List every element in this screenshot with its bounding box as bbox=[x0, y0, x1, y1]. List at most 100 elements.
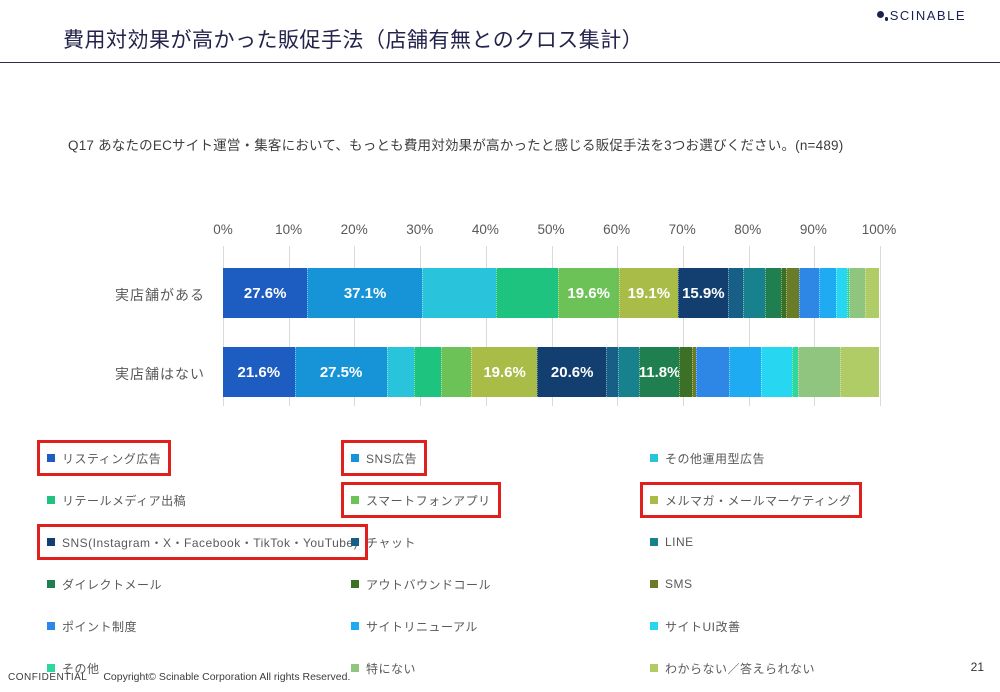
legend-swatch bbox=[351, 664, 359, 672]
bar-segment-label: 19.1% bbox=[627, 284, 671, 302]
bar-segment: 15.9% bbox=[678, 268, 728, 318]
bar-segment bbox=[839, 347, 879, 397]
legend-item: リテールメディア出稿 bbox=[37, 482, 196, 518]
bar-segment: 20.6% bbox=[537, 347, 607, 397]
legend-item: アウトバウンドコール bbox=[341, 566, 501, 602]
footer: CONFIDENTIAL Copyright© Scinable Corpora… bbox=[8, 671, 350, 683]
bar-segment-label: 19.6% bbox=[567, 284, 610, 302]
bar-segment bbox=[421, 268, 496, 318]
legend-label: リスティング広告 bbox=[62, 451, 162, 466]
bar-segment-label: 21.6% bbox=[237, 363, 281, 381]
legend-item: SNS(Instagram・X・Facebook・TikTok・YouTube) bbox=[37, 524, 369, 560]
bar-segment bbox=[798, 268, 820, 318]
legend-label: わからない／答えられない bbox=[665, 661, 816, 676]
gridline bbox=[288, 246, 290, 406]
gridline bbox=[814, 246, 816, 406]
bar-segment bbox=[728, 347, 762, 397]
legend-swatch bbox=[47, 538, 55, 546]
bar-segment bbox=[617, 347, 640, 397]
gridline bbox=[420, 246, 422, 406]
legend-swatch bbox=[47, 664, 55, 672]
legend-swatch bbox=[650, 538, 658, 546]
legend: リスティング広告 SNS広告 その他運用型広告リテールメディア出稿 スマートフォンアプ… bbox=[37, 437, 862, 689]
bar-segment-label: 20.6% bbox=[550, 363, 594, 381]
x-axis: 0% 10% 20% 30% 40% 50% 60% 70% 80% 90% 100% bbox=[213, 222, 896, 238]
logo-dots-icon bbox=[876, 10, 890, 24]
x-axis-tick-label: 20% bbox=[340, 222, 368, 237]
bar-segment bbox=[864, 268, 879, 318]
logo-text: SCINABLE bbox=[889, 8, 966, 23]
bar-segment-label: 19.6% bbox=[483, 363, 526, 381]
legend-label: メルマガ・メールマーケティング bbox=[665, 493, 852, 508]
legend-item: わからない／答えられない bbox=[640, 650, 825, 686]
legend-item: その他 bbox=[37, 650, 110, 686]
legend-swatch bbox=[650, 496, 658, 504]
x-axis-tick-label: 40% bbox=[471, 222, 499, 237]
legend-item: 特にない bbox=[341, 650, 426, 686]
bar-segment bbox=[727, 268, 744, 318]
legend-item: リスティング広告 bbox=[37, 440, 172, 476]
legend-swatch bbox=[47, 496, 55, 504]
bar-segment-label: 11.8% bbox=[638, 363, 681, 381]
legend-item: その他運用型広告 bbox=[640, 440, 775, 476]
legend-label: アウトバウンドコール bbox=[366, 577, 492, 592]
bar-segment bbox=[836, 268, 848, 318]
bar-segment bbox=[440, 347, 472, 397]
confidential-label: CONFIDENTIAL bbox=[8, 672, 88, 683]
bar-segment bbox=[413, 347, 441, 397]
gridline bbox=[617, 246, 619, 406]
bar-segment: 11.8% bbox=[638, 347, 681, 397]
stacked-bar-row: 21.6% 27.5% 19.6% 20.6% 11.8% bbox=[223, 347, 879, 397]
bar-segment bbox=[786, 268, 799, 318]
legend-item: SMS bbox=[640, 566, 703, 602]
bar-segment bbox=[761, 347, 793, 397]
legend-label: リテールメディア出稿 bbox=[62, 493, 187, 508]
bar-segment bbox=[819, 268, 837, 318]
legend-swatch bbox=[650, 664, 658, 672]
bar-segment bbox=[695, 347, 729, 397]
bar-segment bbox=[792, 347, 799, 397]
legend-swatch bbox=[650, 622, 658, 630]
legend-item: ダイレクトメール bbox=[37, 566, 172, 602]
legend-label: スマートフォンアプリ bbox=[366, 493, 491, 508]
bar-segment bbox=[691, 347, 696, 397]
legend-swatch bbox=[351, 622, 359, 630]
bar-segment bbox=[847, 268, 849, 318]
gridline bbox=[880, 246, 881, 406]
company-logo: SCINABLE bbox=[876, 8, 966, 24]
bar-segment: 19.6% bbox=[557, 268, 619, 318]
bar-segment bbox=[679, 347, 692, 397]
bar-segment bbox=[606, 347, 618, 397]
gridline bbox=[682, 246, 684, 406]
legend-label: サイトUI改善 bbox=[665, 619, 741, 634]
legend-swatch bbox=[351, 538, 359, 546]
bar-segment-label: 37.1% bbox=[343, 284, 387, 302]
gridline bbox=[223, 246, 224, 406]
legend-item: メルマガ・メールマーケティング bbox=[640, 482, 862, 518]
x-axis-tick-label: 50% bbox=[537, 222, 565, 237]
legend-label: ポイント制度 bbox=[62, 619, 138, 634]
bar-segment bbox=[495, 268, 558, 318]
bar-segment-label: 27.6% bbox=[243, 284, 287, 302]
legend-item: スマートフォンアプリ bbox=[341, 482, 501, 518]
bar-segment bbox=[781, 268, 787, 318]
page-title: 費用対効果が高かった販促手法（店舗有無とのクロス集計） bbox=[63, 29, 644, 52]
legend-label: SNS広告 bbox=[366, 451, 418, 466]
legend-label: SNS(Instagram・X・Facebook・TikTok・YouTube) bbox=[62, 535, 359, 550]
x-axis-tick-label: 30% bbox=[406, 222, 434, 237]
legend-item: チャット bbox=[341, 524, 426, 560]
legend-swatch bbox=[351, 454, 359, 462]
legend-item: ポイント制度 bbox=[37, 608, 147, 644]
x-axis-tick-label: 100% bbox=[861, 222, 897, 237]
gridline bbox=[551, 246, 553, 406]
legend-label: LINE bbox=[665, 535, 694, 549]
bar-segment: 19.6% bbox=[471, 347, 538, 397]
x-axis-tick-label: 70% bbox=[668, 222, 696, 237]
bar-segment: 27.5% bbox=[294, 347, 387, 397]
gridlines bbox=[223, 246, 881, 406]
bar-segment: 37.1% bbox=[307, 268, 422, 318]
legend-label: その他運用型広告 bbox=[665, 451, 766, 466]
bar-segment: 21.6% bbox=[223, 347, 295, 397]
legend-label: ダイレクトメール bbox=[62, 577, 163, 592]
